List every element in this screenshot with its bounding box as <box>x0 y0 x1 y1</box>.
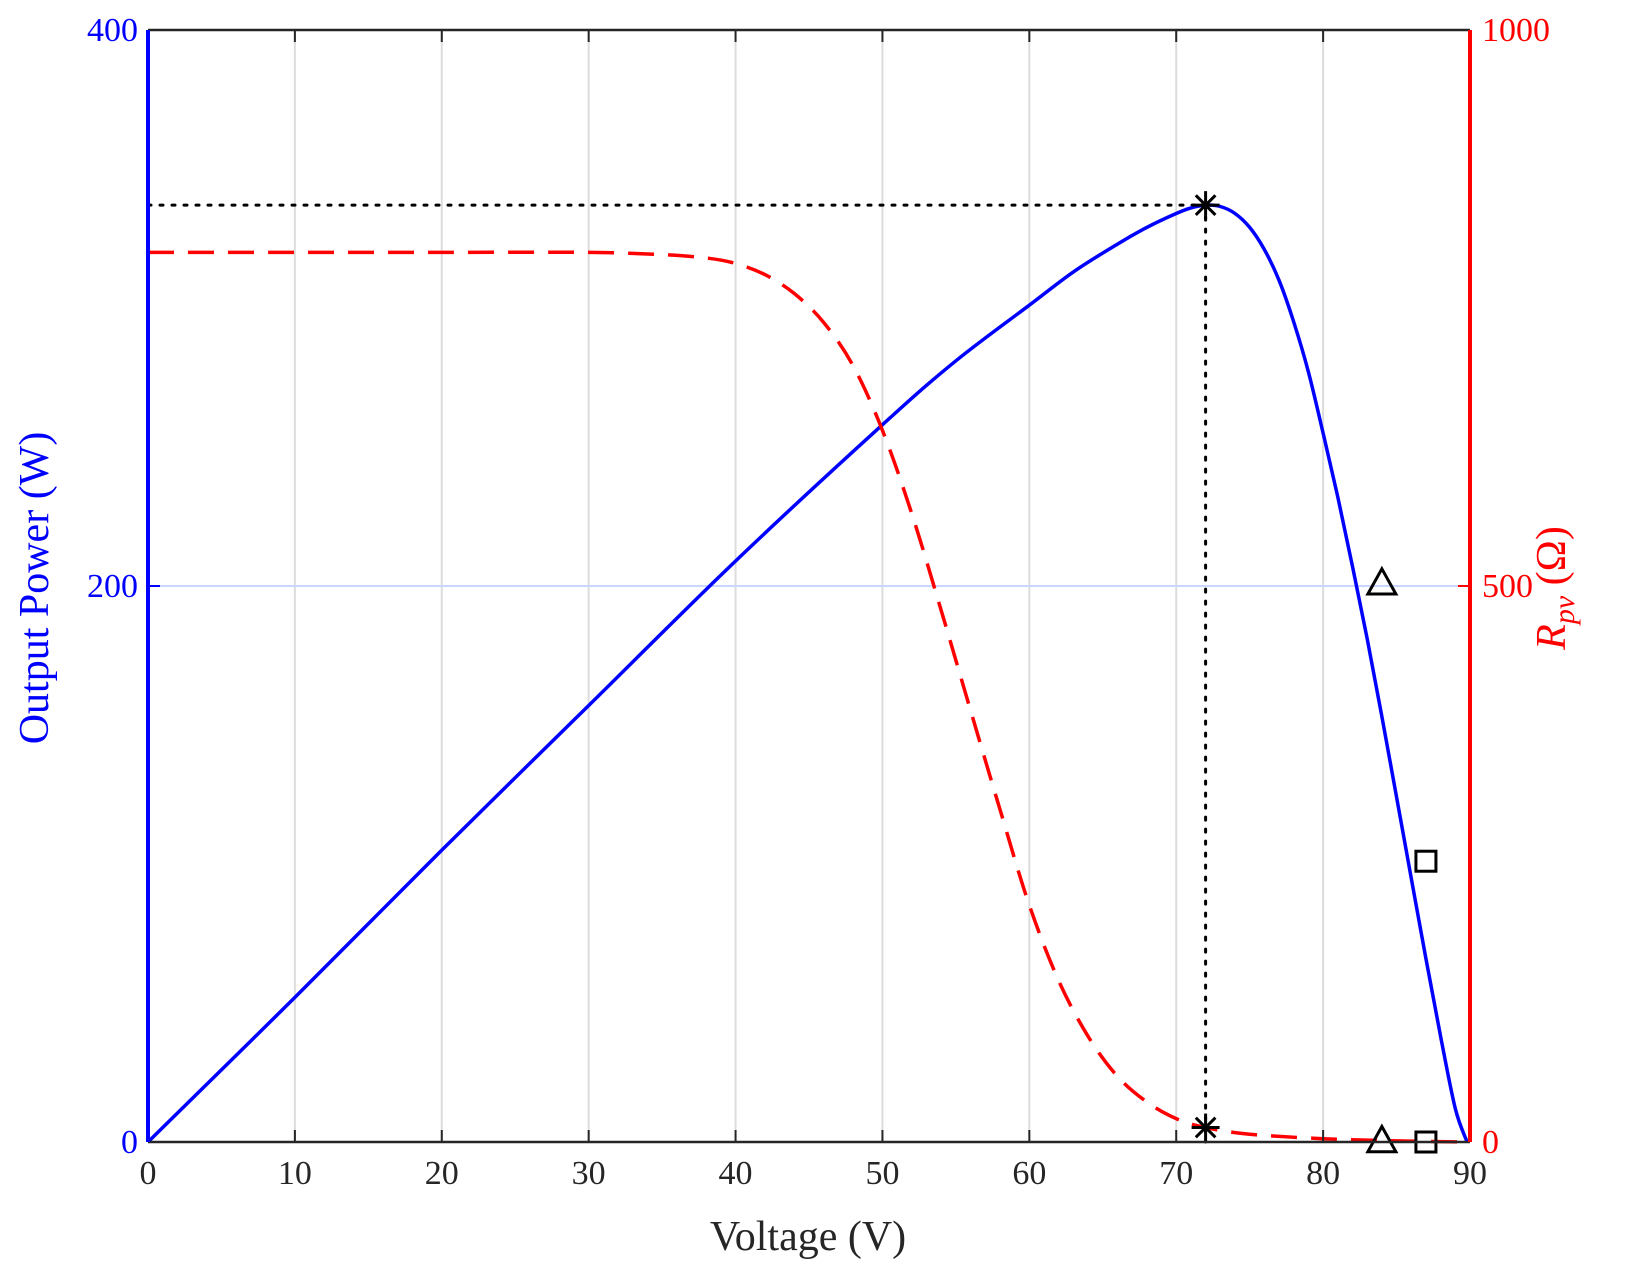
y-axis-label-right: Rpv (Ω) <box>1529 526 1581 651</box>
asterisk-stroke <box>1194 1116 1217 1139</box>
x-tick-label: 20 <box>425 1155 459 1192</box>
mpp-guides <box>146 203 1208 1144</box>
y-right-tick-label: 500 <box>1482 568 1533 605</box>
mpp-asterisk-marker <box>1191 191 1220 220</box>
y-left-tick-label: 400 <box>87 12 138 49</box>
asterisk-stroke <box>1194 194 1217 217</box>
x-tick-label: 80 <box>1306 1155 1340 1192</box>
x-tick-label: 30 <box>572 1155 606 1192</box>
y-left-tick-label: 200 <box>87 568 138 605</box>
axes <box>146 28 1472 1144</box>
x-tick-label: 50 <box>865 1155 899 1192</box>
mpp-asterisk-marker <box>1191 1113 1220 1142</box>
markers-layer <box>1191 191 1438 1154</box>
x-tick-label: 0 <box>140 1155 157 1192</box>
y-left-tick-label: 0 <box>121 1124 138 1161</box>
y-axis-label-left: Output Power (W) <box>12 432 58 745</box>
series-layer <box>146 203 1469 1144</box>
x-axis-label: Voltage (V) <box>710 1214 906 1260</box>
y-axis-label-right-main: R <box>1529 624 1575 651</box>
x-tick-label: 70 <box>1159 1155 1193 1192</box>
resistance-curve <box>147 250 1468 1144</box>
x-tick-label: 90 <box>1453 1155 1487 1192</box>
triangle-marker <box>1365 565 1399 596</box>
x-tick-label: 10 <box>278 1155 312 1192</box>
y-axis-label-right-sub: pv <box>1548 595 1581 626</box>
x-tick-label: 40 <box>719 1155 753 1192</box>
y-right-tick-label: 0 <box>1482 1124 1499 1161</box>
triangle-marker <box>1365 1123 1399 1154</box>
x-tick-label: 60 <box>1012 1155 1046 1192</box>
power-curve <box>146 203 1469 1144</box>
y-axis-label-right-unit: (Ω) <box>1529 526 1575 596</box>
y-right-tick-label: 1000 <box>1482 12 1550 49</box>
square-marker <box>1414 849 1438 873</box>
